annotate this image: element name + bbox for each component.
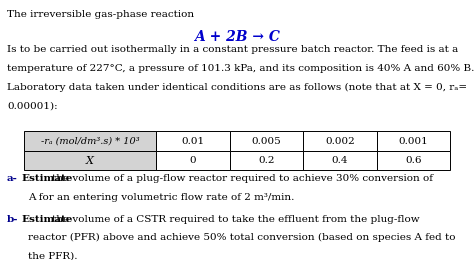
Text: the PFR).: the PFR). (28, 252, 78, 260)
Text: Estimate: Estimate (21, 174, 73, 183)
Text: Estimate: Estimate (21, 214, 73, 224)
Text: the volume of a plug-flow reactor required to achieve 30% conversion of: the volume of a plug-flow reactor requir… (52, 174, 433, 183)
Text: 0.001: 0.001 (399, 136, 428, 146)
Text: b-: b- (7, 214, 18, 224)
Text: X: X (86, 155, 94, 166)
FancyBboxPatch shape (303, 131, 377, 151)
Text: 0.2: 0.2 (258, 156, 275, 165)
Text: 0.6: 0.6 (405, 156, 422, 165)
FancyBboxPatch shape (377, 131, 450, 151)
Text: A + 2B → C: A + 2B → C (194, 30, 280, 44)
Text: reactor (PFR) above and achieve 50% total conversion (based on species A fed to: reactor (PFR) above and achieve 50% tota… (28, 233, 456, 242)
Text: A for an entering volumetric flow rate of 2 m³/min.: A for an entering volumetric flow rate o… (28, 193, 295, 202)
Text: the volume of a CSTR required to take the effluent from the plug-flow: the volume of a CSTR required to take th… (52, 214, 420, 224)
FancyBboxPatch shape (377, 151, 450, 170)
Text: Laboratory data taken under identical conditions are as follows (note that at X : Laboratory data taken under identical co… (7, 83, 467, 92)
Text: 0.4: 0.4 (332, 156, 348, 165)
Text: The irreversible gas-phase reaction: The irreversible gas-phase reaction (7, 10, 194, 20)
Text: a-: a- (7, 174, 18, 183)
FancyBboxPatch shape (156, 131, 230, 151)
Text: 0.00001):: 0.00001): (7, 102, 58, 111)
Text: 0.005: 0.005 (252, 136, 282, 146)
Text: 0.002: 0.002 (325, 136, 355, 146)
Text: temperature of 227°C, a pressure of 101.3 kPa, and its composition is 40% A and : temperature of 227°C, a pressure of 101.… (7, 64, 474, 73)
FancyBboxPatch shape (230, 131, 303, 151)
FancyBboxPatch shape (24, 151, 156, 170)
FancyBboxPatch shape (303, 151, 377, 170)
Text: 0: 0 (190, 156, 196, 165)
FancyBboxPatch shape (230, 151, 303, 170)
Text: Is to be carried out isothermally in a constant pressure batch reactor. The feed: Is to be carried out isothermally in a c… (7, 46, 458, 55)
FancyBboxPatch shape (24, 131, 156, 151)
Text: 0.01: 0.01 (182, 136, 205, 146)
FancyBboxPatch shape (156, 151, 230, 170)
Text: -rₐ (mol/dm³.s) * 10³: -rₐ (mol/dm³.s) * 10³ (41, 136, 139, 146)
